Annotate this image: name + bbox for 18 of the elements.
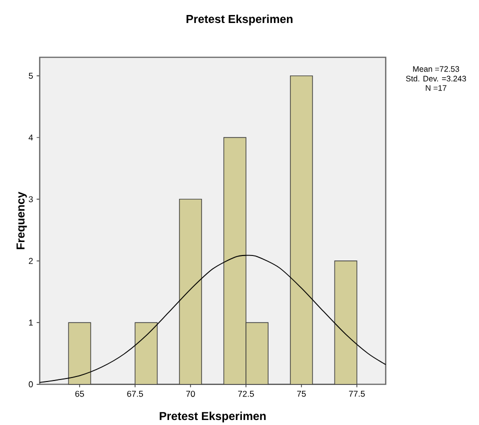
y-tick-label: 5 — [28, 72, 33, 79]
x-tick-label: 67.5 — [127, 390, 143, 397]
y-tick-label: 4 — [28, 134, 33, 140]
y-tick-label: 1 — [29, 320, 33, 326]
y-tick-label: 2 — [28, 258, 33, 264]
x-tick-label: 72.5 — [238, 390, 254, 397]
text: Mean =72.53 — [413, 66, 460, 72]
text: Std. Dev. =3.243 — [406, 76, 466, 82]
chart-title: Pretest Eksperimen — [186, 14, 292, 26]
y-axis-title: Frequency — [16, 192, 27, 250]
x-tick-label: 70 — [186, 390, 195, 397]
y-tick-label: 0 — [28, 381, 33, 388]
x-tick-label: 75 — [297, 390, 306, 397]
x-tick-label: 77.5 — [349, 390, 365, 397]
x-tick-label: 65 — [75, 390, 84, 397]
y-tick-label: 3 — [28, 196, 33, 202]
x-axis-title: Pretest Eksperimen — [160, 412, 266, 422]
text: N =17 — [426, 85, 446, 91]
